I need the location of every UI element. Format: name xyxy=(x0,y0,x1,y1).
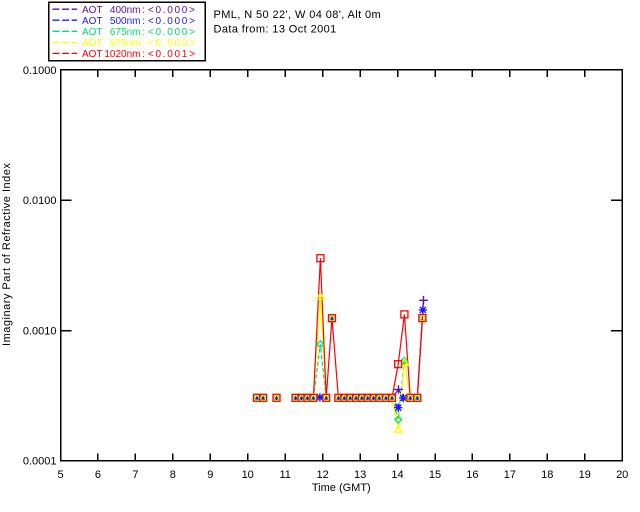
svg-text:1020nm: 1020nm xyxy=(104,49,140,60)
svg-text:10: 10 xyxy=(242,469,254,481)
svg-text:Time (GMT): Time (GMT) xyxy=(312,482,371,494)
svg-text:0.1000: 0.1000 xyxy=(23,65,57,77)
svg-text::: : xyxy=(142,5,145,16)
svg-text:5: 5 xyxy=(57,469,63,481)
svg-text:15: 15 xyxy=(429,469,441,481)
svg-text:8: 8 xyxy=(170,469,176,481)
svg-text:18: 18 xyxy=(541,469,553,481)
svg-text:Imaginary Part of Refractive I: Imaginary Part of Refractive Index xyxy=(1,163,13,346)
svg-text:0.0001: 0.0001 xyxy=(23,456,57,468)
svg-text:13: 13 xyxy=(354,469,366,481)
svg-text:12: 12 xyxy=(316,469,328,481)
svg-text::: : xyxy=(142,27,145,38)
svg-text:<0.000>: <0.000> xyxy=(148,5,197,16)
svg-text:19: 19 xyxy=(579,469,591,481)
svg-text:20: 20 xyxy=(616,469,628,481)
svg-text:14: 14 xyxy=(391,469,403,481)
svg-text:AOT: AOT xyxy=(82,49,103,60)
svg-text:500nm: 500nm xyxy=(110,16,141,27)
svg-text:<0.001>: <0.001> xyxy=(148,49,197,60)
svg-text:<0.000>: <0.000> xyxy=(148,38,197,49)
svg-text::: : xyxy=(142,16,145,27)
svg-text:675nm: 675nm xyxy=(110,27,141,38)
svg-text:870nm: 870nm xyxy=(110,38,141,49)
svg-text:AOT: AOT xyxy=(82,5,103,16)
svg-text:7: 7 xyxy=(132,469,138,481)
svg-text:17: 17 xyxy=(504,469,516,481)
svg-text:<0.000>: <0.000> xyxy=(148,27,197,38)
svg-text:<0.000>: <0.000> xyxy=(148,16,197,27)
svg-text:Data from: 13 Oct 2001: Data from: 13 Oct 2001 xyxy=(214,23,337,35)
svg-text:11: 11 xyxy=(279,469,290,481)
svg-text::: : xyxy=(142,49,145,60)
svg-text:AOT: AOT xyxy=(82,16,103,27)
svg-text:0.0100: 0.0100 xyxy=(23,195,57,207)
svg-text:AOT: AOT xyxy=(82,38,103,49)
svg-text:400nm: 400nm xyxy=(110,5,141,16)
svg-text:PML, N 50 22', W 04 08', Alt 0: PML, N 50 22', W 04 08', Alt 0m xyxy=(214,9,382,21)
svg-text::: : xyxy=(142,38,145,49)
svg-text:AOT: AOT xyxy=(82,27,103,38)
svg-text:6: 6 xyxy=(95,469,101,481)
svg-text:0.0010: 0.0010 xyxy=(23,325,57,337)
svg-text:16: 16 xyxy=(466,469,478,481)
svg-text:9: 9 xyxy=(207,469,213,481)
